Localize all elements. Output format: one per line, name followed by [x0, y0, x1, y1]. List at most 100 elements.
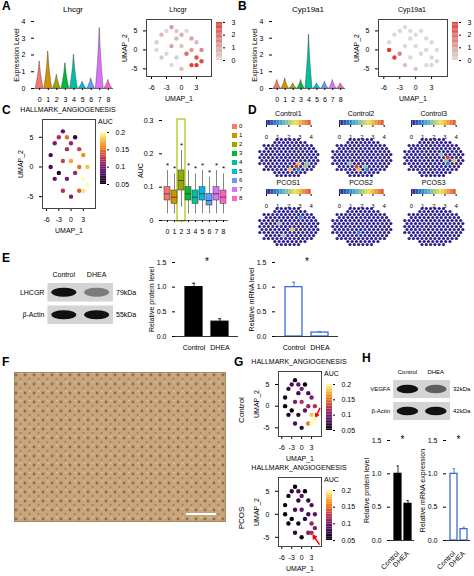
svg-text:-6: -6 — [279, 444, 285, 451]
svg-text:5: 5 — [134, 27, 138, 34]
svg-text:0.05: 0.05 — [116, 181, 130, 188]
svg-text:2: 2 — [260, 51, 264, 58]
svg-text:Relative mRNA level: Relative mRNA level — [248, 267, 255, 331]
svg-text:6: 6 — [89, 96, 93, 103]
svg-text:5: 5 — [266, 381, 270, 388]
svg-text:3: 3 — [299, 96, 303, 103]
svg-text:6: 6 — [208, 228, 212, 235]
svg-text:0: 0 — [410, 134, 414, 140]
svg-text:0.5: 0.5 — [257, 308, 267, 315]
svg-text:1: 1 — [22, 68, 26, 75]
svg-text:*: * — [457, 434, 461, 445]
svg-text:LHCGR: LHCGR — [20, 289, 45, 296]
svg-text:3: 3 — [63, 96, 67, 103]
svg-text:Relative protein level: Relative protein level — [148, 267, 156, 332]
svg-text:7: 7 — [215, 228, 219, 235]
svg-text:2: 2 — [468, 31, 472, 38]
svg-text:UMAP_1: UMAP_1 — [55, 227, 83, 235]
svg-text:0.0: 0.0 — [257, 333, 267, 340]
svg-text:5: 5 — [366, 27, 370, 34]
svg-text:UMAP_1: UMAP_1 — [286, 455, 314, 463]
svg-text:*: * — [222, 164, 225, 173]
svg-text:DHEA: DHEA — [310, 344, 330, 351]
svg-text:0.5: 0.5 — [157, 308, 167, 315]
svg-text:7: 7 — [98, 96, 102, 103]
svg-text:0: 0 — [265, 134, 269, 140]
svg-text:*: * — [173, 164, 176, 173]
svg-text:32kDa: 32kDa — [453, 386, 471, 392]
svg-text:0: 0 — [134, 46, 138, 53]
svg-text:-6: -6 — [148, 84, 154, 91]
svg-text:1.0: 1.0 — [372, 470, 382, 477]
svg-text:79kDa: 79kDa — [116, 289, 136, 296]
svg-text:0: 0 — [468, 57, 472, 64]
svg-text:Control: Control — [53, 271, 76, 278]
svg-text:0.0: 0.0 — [428, 537, 438, 544]
svg-text:3: 3 — [187, 228, 191, 235]
svg-text:0.2: 0.2 — [342, 381, 352, 388]
svg-text:Control: Control — [183, 344, 206, 351]
svg-text:1.5: 1.5 — [257, 259, 267, 266]
svg-text:3: 3 — [22, 34, 26, 41]
svg-text:3: 3 — [81, 216, 85, 223]
svg-text:*: * — [401, 434, 405, 445]
svg-text:Control: Control — [398, 369, 417, 375]
svg-text:0: 0 — [266, 511, 270, 518]
svg-text:*: * — [208, 168, 211, 177]
svg-text:0.0: 0.0 — [157, 333, 167, 340]
svg-text:0: 0 — [366, 46, 370, 53]
svg-text:3: 3 — [430, 84, 434, 91]
svg-text:-3: -3 — [289, 444, 295, 451]
svg-text:2: 2 — [232, 31, 236, 38]
svg-text:-3: -3 — [56, 216, 62, 223]
svg-text:DHEA: DHEA — [87, 271, 107, 278]
svg-text:-6: -6 — [279, 554, 285, 561]
svg-text:0: 0 — [338, 134, 342, 140]
svg-text:0: 0 — [300, 444, 304, 451]
svg-text:0: 0 — [38, 96, 42, 103]
svg-text:4: 4 — [194, 228, 198, 235]
svg-text:4: 4 — [260, 18, 264, 25]
svg-text:*: * — [180, 141, 183, 150]
svg-text:DHEA: DHEA — [448, 549, 467, 568]
svg-text:5: 5 — [30, 134, 34, 141]
svg-text:-3: -3 — [163, 84, 169, 91]
svg-text:4: 4 — [382, 203, 386, 209]
svg-text:0.05: 0.05 — [342, 427, 356, 434]
svg-text:0.1: 0.1 — [144, 183, 154, 190]
svg-text:β-Actin: β-Actin — [22, 311, 44, 319]
svg-text:1.5: 1.5 — [157, 259, 167, 266]
svg-text:4: 4 — [309, 134, 313, 140]
svg-text:*: * — [194, 164, 197, 173]
svg-text:7: 7 — [331, 96, 335, 103]
svg-text:0.1: 0.1 — [116, 163, 126, 170]
svg-text:DHEA: DHEA — [210, 344, 230, 351]
svg-text:1: 1 — [232, 44, 236, 51]
svg-text:UMAP_1: UMAP_1 — [165, 95, 193, 103]
svg-text:DHEA: DHEA — [427, 369, 444, 375]
svg-text:6: 6 — [323, 96, 327, 103]
svg-text:0: 0 — [232, 57, 236, 64]
svg-text:1.5: 1.5 — [372, 437, 382, 444]
svg-text:1: 1 — [260, 68, 264, 75]
svg-text:2: 2 — [291, 96, 295, 103]
svg-text:1: 1 — [468, 44, 472, 51]
svg-text:0: 0 — [266, 402, 270, 409]
svg-text:1.0: 1.0 — [157, 283, 167, 290]
svg-text:0.15: 0.15 — [116, 146, 130, 153]
svg-text:1.0: 1.0 — [428, 470, 438, 477]
svg-text:UMAP_2: UMAP_2 — [253, 390, 261, 418]
svg-text:DHEA: DHEA — [392, 549, 411, 568]
svg-text:*: * — [187, 161, 190, 170]
svg-text:0: 0 — [265, 203, 269, 209]
svg-text:0.15: 0.15 — [342, 396, 356, 403]
svg-text:-6: -6 — [43, 216, 49, 223]
svg-text:0: 0 — [300, 554, 304, 561]
svg-text:0: 0 — [410, 203, 414, 209]
svg-text:3: 3 — [260, 34, 264, 41]
svg-text:1: 1 — [46, 96, 50, 103]
svg-text:0.2: 0.2 — [342, 487, 352, 494]
svg-text:4: 4 — [455, 203, 459, 209]
svg-text:0: 0 — [275, 96, 279, 103]
svg-text:VEGFA: VEGFA — [370, 386, 390, 392]
